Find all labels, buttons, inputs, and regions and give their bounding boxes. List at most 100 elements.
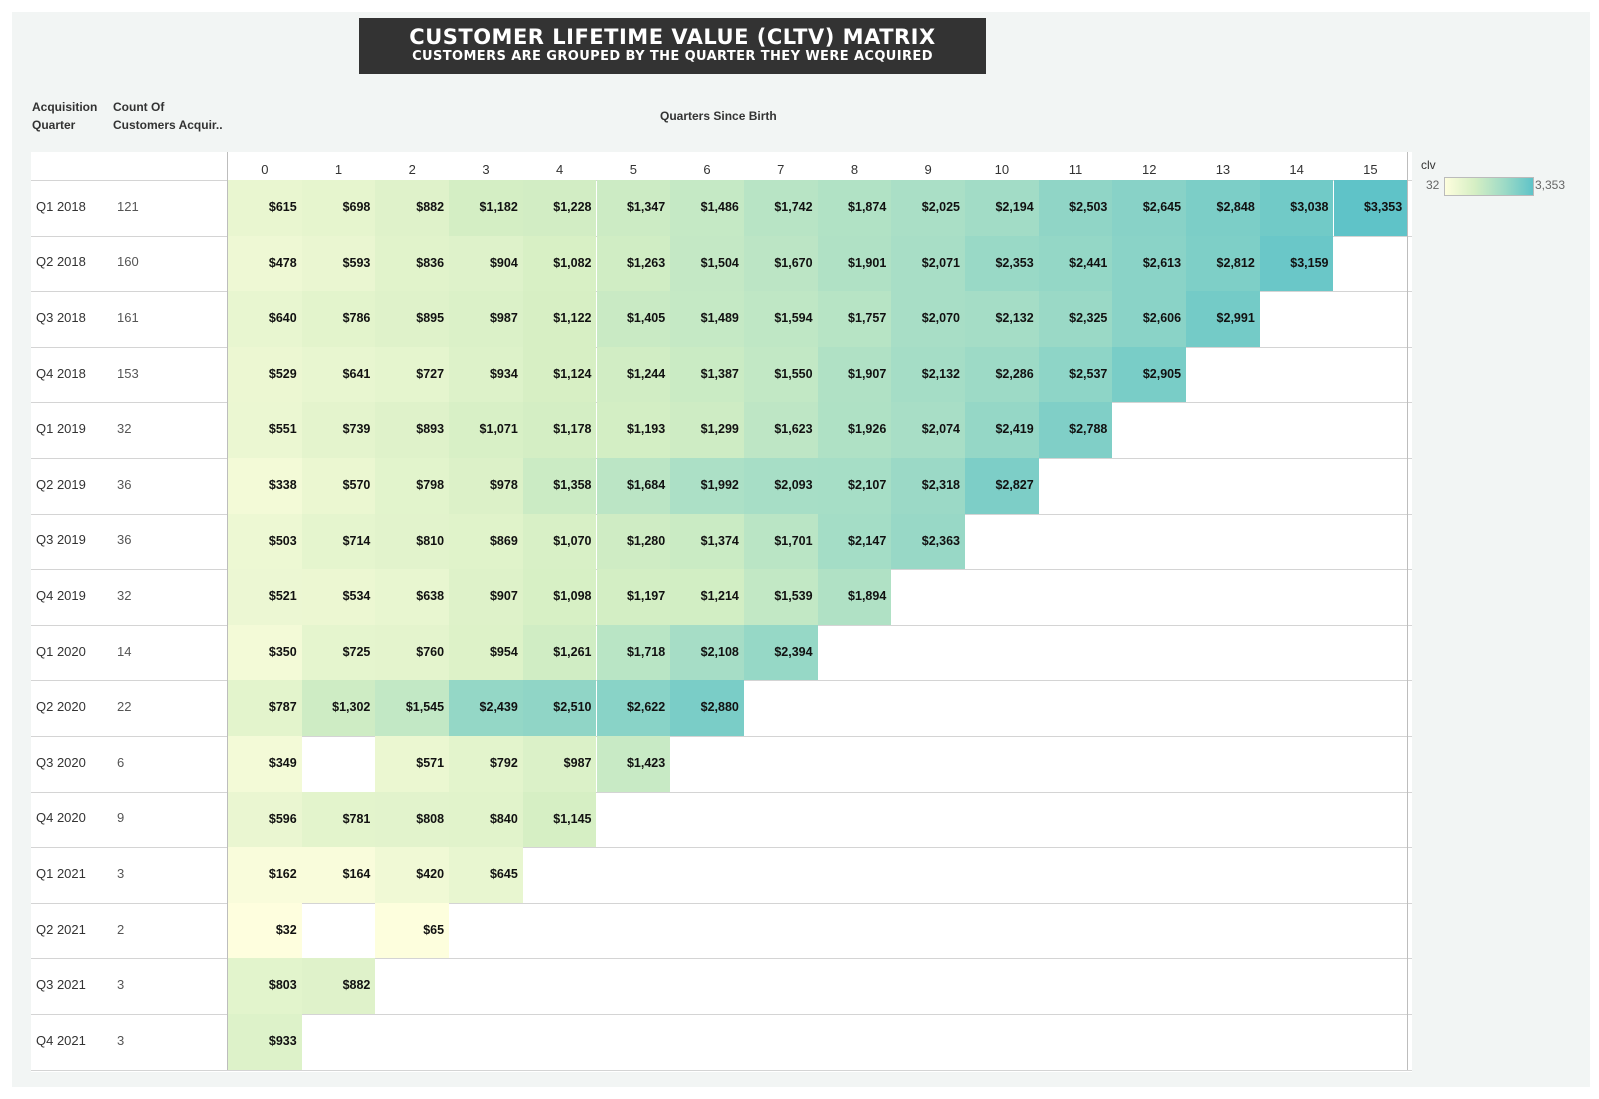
row-count: 153 [117,365,139,381]
heatmap-cell: $869 [449,513,523,570]
row-count: 6 [117,754,125,770]
row-label: Q1 2021 [36,866,86,881]
heatmap-cell: $65 [375,902,450,959]
heatmap-cell: $1,489 [670,291,744,347]
column-header-5: 5 [629,162,637,177]
row-count: 14 [117,643,132,659]
heatmap-cell: $2,025 [891,180,965,236]
heatmap-cell: $1,214 [670,569,744,625]
heatmap-cell: $3,038 [1259,180,1334,236]
heatmap-cell: $1,405 [596,291,671,347]
row-label: Q1 2019 [36,421,86,437]
row-label: Q3 2019 [36,532,86,548]
heatmap-cell: $615 [228,180,302,236]
heatmap-cell: $2,132 [965,291,1039,347]
heatmap-cell: $1,992 [670,458,744,514]
heatmap-cell: $1,545 [375,680,450,736]
heatmap-cell: $714 [301,513,376,570]
count-header: Count Of Customers Acquir.. [113,100,223,132]
heatmap-cell: $727 [375,346,450,403]
heatmap-cell: $1,082 [522,235,597,292]
heatmap-cell: $570 [301,458,376,514]
heatmap-cell: $725 [301,624,376,681]
heatmap-cell: $420 [375,847,450,903]
heatmap-cell: $2,812 [1186,235,1260,292]
heatmap-cell: $2,788 [1038,402,1113,458]
row-count: 121 [117,198,139,214]
heatmap-cell: $2,325 [1038,291,1113,347]
heatmap-cell: $596 [228,791,302,848]
heatmap-cell: $645 [449,847,523,903]
axis-line [227,152,228,1070]
heatmap-cell: $350 [228,624,302,681]
heatmap-cell: $2,613 [1112,235,1187,292]
heatmap-cell: $2,880 [670,680,744,736]
heatmap-cell: $978 [449,458,523,514]
column-header-14: 14 [1289,162,1304,177]
heatmap-cell: $954 [449,624,523,681]
heatmap-cell: $1,302 [301,680,376,736]
row-label: Q3 2021 [36,977,86,993]
heatmap-cell: $2,419 [965,402,1039,458]
heatmap-cell: $2,827 [965,458,1039,514]
column-header-13: 13 [1215,162,1231,177]
heatmap-cell: $2,286 [965,346,1039,403]
heatmap-cell: $987 [449,291,523,347]
heatmap-cell: $2,194 [965,180,1039,236]
heatmap-cell: $2,107 [817,458,892,514]
heatmap-cell: $1,358 [522,458,597,514]
heatmap-cell: $882 [301,958,376,1014]
row-count: 3 [117,866,125,881]
column-header-10: 10 [994,162,1010,177]
heatmap-cell: $1,684 [596,458,671,514]
heatmap-cell: $904 [449,235,523,292]
heatmap-cell: $803 [228,958,302,1014]
title-banner: CUSTOMER LIFETIME VALUE (CLTV) MATRIX CU… [359,18,986,74]
column-header-4: 4 [556,162,564,177]
legend-title: clv [1421,158,1436,172]
row-label: Q2 2020 [36,699,86,715]
heatmap-cell: $698 [301,180,376,236]
heatmap-cell: $1,504 [670,235,744,292]
heatmap-cell: $987 [522,736,597,792]
heatmap-cell: $2,394 [743,624,818,681]
heatmap-cell: $2,503 [1038,180,1113,236]
heatmap-cell: $551 [228,402,302,458]
heatmap-cell: $810 [375,513,450,570]
row-count: 3 [117,977,125,993]
row-count: 2 [117,921,125,937]
column-header-15: 15 [1363,162,1378,177]
heatmap-cell: $792 [449,736,523,792]
column-header-6: 6 [703,162,711,177]
heatmap-cell: $1,124 [522,346,597,403]
heatmap-cell: $1,757 [817,291,892,347]
heatmap-cell: $1,701 [743,513,818,570]
row-divider [31,791,1412,793]
heatmap-cell: $503 [228,513,302,570]
row-divider [31,1069,1412,1071]
chart-title: CUSTOMER LIFETIME VALUE (CLTV) MATRIX [409,25,936,49]
heatmap-cell: $787 [228,680,302,736]
row-count: 36 [117,476,132,492]
heatmap-cell: $2,147 [817,513,892,570]
heatmap-cell: $1,926 [817,402,892,458]
heatmap-cell: $3,353 [1333,180,1408,236]
heatmap-cell: $3,159 [1259,235,1334,292]
heatmap-cell: $1,122 [522,291,597,347]
heatmap-cell: $571 [375,736,450,792]
heatmap-cell: $2,070 [891,291,965,347]
legend-min: 32 [1426,178,1440,192]
row-count: 32 [117,421,132,437]
row-count: 22 [117,699,132,715]
heatmap-cell: $641 [301,346,376,403]
heatmap-cell: $882 [375,180,450,236]
row-label: Q1 2020 [36,643,86,659]
column-header-8: 8 [850,162,859,177]
heatmap-cell: $1,070 [522,513,597,570]
heatmap-cell: $2,441 [1038,235,1113,292]
heatmap-cell: $1,228 [522,180,597,236]
heatmap-cell: $1,193 [596,402,671,458]
legend-max: 3,353 [1535,178,1566,192]
heatmap-cell: $760 [375,624,450,681]
heatmap-cell: $1,071 [449,402,523,458]
